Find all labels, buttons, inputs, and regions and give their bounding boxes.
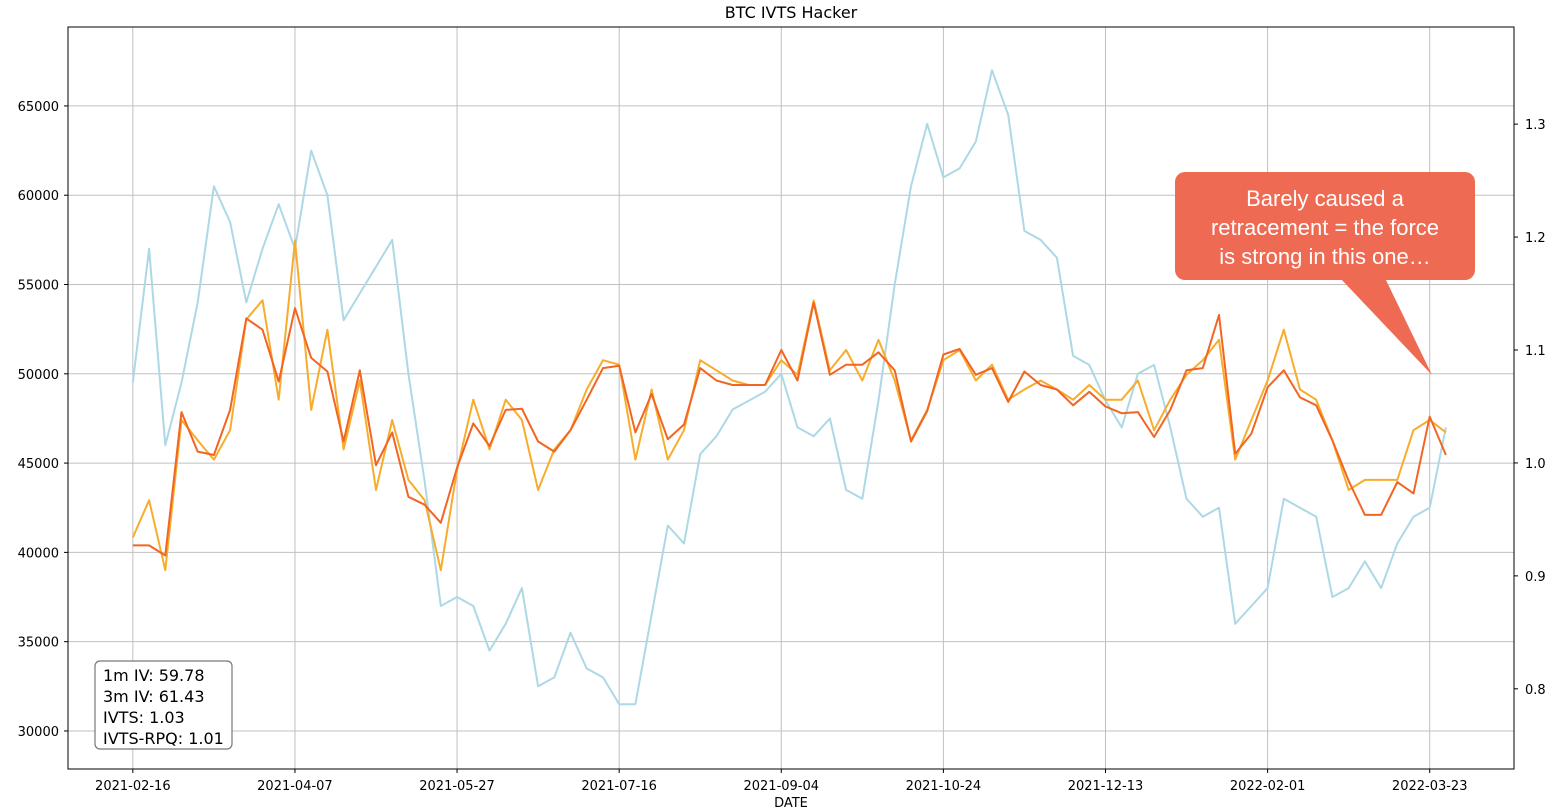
annotation-callout: Barely caused a retracement = the force … [1175, 172, 1475, 375]
plot-frame [67, 26, 1515, 770]
info-3m-iv: 3m IV: 61.43 [103, 687, 205, 706]
x-tick-label: 2021-12-13 [1068, 779, 1144, 794]
left-tick-label: 50000 [18, 368, 59, 383]
x-tick-label: 2021-05-27 [419, 779, 495, 794]
x-tick-label: 2021-09-04 [743, 779, 819, 794]
x-tick-label: 2021-04-07 [257, 779, 333, 794]
right-tick-label: 1.2 [1525, 231, 1546, 246]
left-tick-label: 40000 [18, 546, 59, 561]
left-tick-label: 30000 [18, 725, 59, 740]
right-tick-label: 1.0 [1525, 457, 1546, 472]
callout-line-2: retracement = the force [1211, 215, 1439, 240]
info-ivts-rpq: IVTS-RPQ: 1.01 [103, 729, 224, 748]
info-1m-iv: 1m IV: 59.78 [103, 666, 205, 685]
series-line-ivts [131, 239, 1447, 572]
grid [68, 27, 1514, 769]
x-tick-label: 2022-02-01 [1230, 779, 1306, 794]
left-axis: 30000 35000 40000 45000 50000 55000 60000 65000 [18, 100, 68, 740]
info-ivts: IVTS: 1.03 [103, 708, 185, 727]
info-box: 1m IV: 59.78 3m IV: 61.43 IVTS: 1.03 IVT… [94, 660, 233, 750]
x-tick-label: 2021-07-16 [581, 779, 657, 794]
left-tick-label: 55000 [18, 279, 59, 294]
x-axis: 2021-02-16 2021-04-07 2021-05-27 2021-07-16… [95, 769, 1467, 794]
right-tick-label: 1.3 [1525, 118, 1546, 133]
callout-pointer [1340, 278, 1432, 375]
series-line-ivts-rpq [132, 301, 1447, 557]
left-tick-label: 45000 [18, 457, 59, 472]
left-tick-label: 65000 [18, 100, 59, 115]
left-tick-label: 35000 [18, 636, 59, 651]
callout-box [1175, 172, 1475, 280]
right-tick-label: 1.1 [1525, 344, 1546, 359]
left-tick-label: 60000 [18, 189, 59, 204]
x-tick-label: 2021-02-16 [95, 779, 171, 794]
callout-line-1: Barely caused a [1246, 186, 1405, 211]
chart-title: BTC IVTS Hacker [725, 3, 858, 22]
x-tick-label: 2021-10-24 [906, 779, 982, 794]
callout-line-3: is strong in this one… [1219, 244, 1431, 269]
x-tick-label: 2022-03-23 [1392, 779, 1468, 794]
right-tick-label: 0.8 [1525, 683, 1546, 698]
x-axis-label: DATE [774, 796, 808, 807]
series-group [131, 69, 1447, 706]
series-line-btc-price [131, 69, 1447, 706]
right-tick-label: 0.9 [1525, 570, 1546, 585]
right-axis: 0.8 0.9 1.0 1.1 1.2 1.3 [1514, 118, 1546, 698]
